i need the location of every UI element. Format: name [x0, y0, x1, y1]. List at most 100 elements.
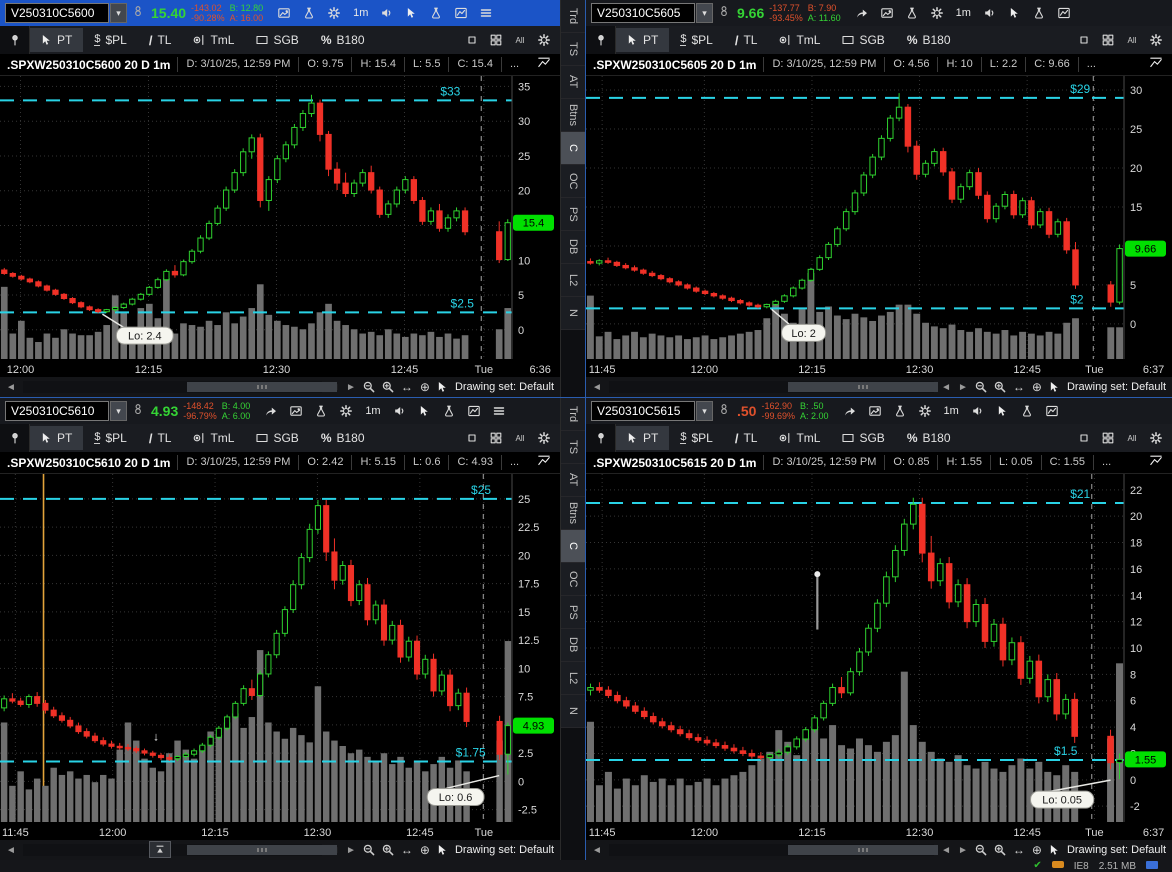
chart-style-icon[interactable] [538, 455, 560, 470]
header-news-icon[interactable] [290, 405, 303, 417]
header-interval-icon[interactable]: 1m [955, 7, 971, 19]
toolbar-button-tml[interactable]: TmL [768, 426, 831, 450]
zoom-in-icon[interactable] [994, 381, 1006, 393]
header-pattern-icon[interactable] [1046, 405, 1058, 417]
chart-scrollbar[interactable] [22, 381, 338, 393]
side-tab-trd[interactable]: Trd [561, 398, 585, 431]
side-tab-c[interactable]: C [561, 530, 585, 563]
toolbar-restore-button[interactable] [1072, 427, 1096, 449]
side-tab-l2[interactable]: L2 [561, 662, 585, 695]
side-tab-ts[interactable]: TS [561, 33, 585, 66]
header-gear-icon[interactable] [930, 7, 943, 19]
toolbar-grid4-button[interactable] [1096, 29, 1120, 51]
side-tab-db[interactable]: DB [561, 231, 585, 264]
header-sound-icon[interactable] [394, 405, 406, 417]
chart-svg[interactable]: 11:4512:0012:1512:3012:45Tue6:3705101520… [586, 76, 1172, 377]
side-tab-oc[interactable]: OC [561, 165, 585, 198]
pan-left-arrow[interactable]: ◄ [941, 381, 951, 393]
symbol-input[interactable]: V250310C5605 [591, 3, 695, 23]
side-tab-l2[interactable]: L2 [561, 264, 585, 297]
cursor-icon[interactable] [1049, 381, 1060, 393]
header-menu-icon[interactable] [493, 405, 505, 417]
side-tab-n[interactable]: N [561, 695, 585, 728]
header-gear-icon[interactable] [340, 405, 353, 417]
header-flask-icon[interactable] [906, 7, 918, 19]
zoom-out-icon[interactable] [975, 381, 987, 393]
side-tab-trd[interactable]: Trd [561, 0, 585, 33]
symbol-dropdown-button[interactable]: ▾ [110, 3, 127, 23]
toolbar-restore-button[interactable] [460, 427, 484, 449]
zoom-out-icon[interactable] [363, 844, 375, 856]
pan-right-arrow[interactable]: ► [957, 381, 968, 393]
header-gear-icon[interactable] [328, 7, 341, 19]
header-sound-icon[interactable] [984, 7, 996, 19]
toolbar-all-button[interactable]: All [515, 35, 525, 45]
header-flask-icon[interactable] [303, 7, 315, 19]
toolbar-gear-button[interactable] [1144, 29, 1168, 51]
header-cursor-icon[interactable] [419, 405, 430, 417]
pan-right-arrow[interactable]: ► [345, 844, 356, 856]
pin-button[interactable] [0, 424, 30, 452]
drawing-set-label[interactable]: Drawing set: Default [454, 844, 554, 856]
toolbar-restore-button[interactable] [460, 29, 484, 51]
pin-button[interactable] [586, 424, 616, 452]
toolbar-button-tl[interactable]: / TL [148, 32, 172, 48]
price-chart-canvas[interactable]: 12:0012:1512:3012:45Tue6:360510152025303… [0, 76, 560, 377]
scroll-left-arrow[interactable]: ◄ [592, 381, 602, 393]
symbol-dropdown-button[interactable]: ▾ [110, 401, 127, 421]
drawing-set-label[interactable]: Drawing set: Default [1066, 381, 1166, 393]
side-tab-ps[interactable]: PS [561, 596, 585, 629]
scroll-left-arrow[interactable]: ◄ [6, 844, 16, 856]
toolbar-all-button[interactable]: All [1127, 35, 1137, 45]
price-chart-canvas[interactable]: 11:4512:0012:1512:3012:45Tue-2.502.557.5… [0, 474, 560, 840]
toolbar-restore-button[interactable] [1072, 29, 1096, 51]
header-news-icon[interactable] [868, 405, 881, 417]
toolbar-button-pt[interactable]: PT [30, 426, 84, 450]
zoom-in-icon[interactable] [382, 844, 394, 856]
toolbar-button-spl[interactable]: $ $PL [94, 33, 127, 47]
toolbar-button-pt[interactable]: PT [616, 28, 670, 52]
chart-style-icon[interactable] [538, 57, 560, 72]
crosshair-icon[interactable]: ⊕ [419, 380, 430, 394]
toolbar-all-button[interactable]: All [1127, 433, 1137, 443]
header-interval-icon[interactable]: 1m [943, 405, 959, 417]
zoom-out-icon[interactable] [975, 844, 987, 856]
symbol-dropdown-button[interactable]: ▾ [696, 3, 713, 23]
zoom-in-icon[interactable] [382, 381, 394, 393]
side-tab-at[interactable]: AT [561, 464, 585, 497]
symbol-dropdown-button[interactable]: ▾ [696, 401, 713, 421]
side-tab-db[interactable]: DB [561, 629, 585, 662]
drawing-set-label[interactable]: Drawing set: Default [454, 381, 554, 393]
horizontal-expand-icon[interactable]: ↔ [400, 380, 413, 394]
horizontal-expand-icon[interactable]: ↔ [1012, 380, 1025, 394]
toolbar-button-sgb[interactable]: SGB [831, 426, 895, 450]
header-pattern-icon[interactable] [455, 7, 468, 19]
chart-style-icon[interactable] [1150, 455, 1172, 470]
header-flask-icon[interactable] [1033, 7, 1045, 19]
side-tab-btns[interactable]: Btns [561, 99, 585, 132]
link-icon[interactable] [132, 402, 144, 420]
header-pattern-icon[interactable] [1058, 7, 1070, 19]
scroll-jump-button[interactable] [148, 841, 171, 858]
toolbar-all-button[interactable]: All [515, 433, 525, 443]
toolbar-button-sgb[interactable]: SGB [831, 28, 895, 52]
scrollbar-thumb[interactable] [787, 382, 938, 392]
crosshair-icon[interactable]: ⊕ [1031, 380, 1042, 394]
header-sound-icon[interactable] [381, 7, 393, 19]
header-share-icon[interactable] [856, 7, 868, 19]
toolbar-gear-button[interactable] [1144, 427, 1168, 449]
side-tab-n[interactable]: N [561, 297, 585, 330]
toolbar-button-tml[interactable]: TmL [182, 426, 245, 450]
chart-svg[interactable]: 11:4512:0012:1512:3012:45Tue6:37-2024681… [586, 474, 1172, 840]
info-more[interactable]: ... [1077, 57, 1104, 72]
drawing-set-label[interactable]: Drawing set: Default [1066, 844, 1166, 856]
toolbar-button-pt[interactable]: PT [616, 426, 670, 450]
toolbar-grid4-button[interactable] [484, 29, 508, 51]
chart-scrollbar[interactable] [608, 381, 938, 393]
toolbar-gear-button[interactable] [532, 427, 556, 449]
pin-button[interactable] [586, 26, 616, 54]
toolbar-button-b180[interactable]: % B180 [320, 431, 365, 445]
side-tab-c[interactable]: C [561, 132, 585, 165]
toolbar-button-tl[interactable]: / TL [734, 32, 758, 48]
toolbar-button-sgb[interactable]: SGB [245, 426, 309, 450]
